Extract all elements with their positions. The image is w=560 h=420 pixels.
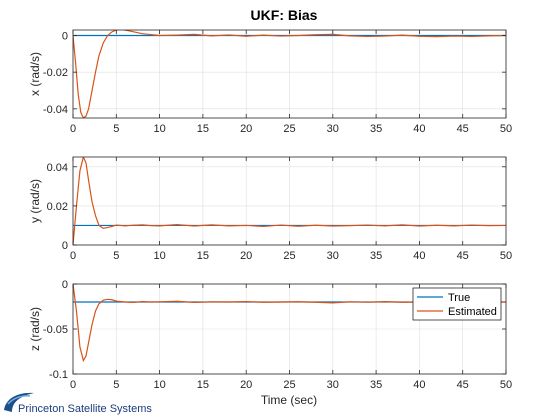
y-tick-label: 0.04: [47, 162, 68, 174]
legend-box: [412, 287, 502, 321]
legend: True Estimated: [412, 287, 502, 321]
series-line-estimated: [73, 157, 506, 245]
x-tick-label: 15: [197, 379, 209, 391]
x-tick-label: 40: [413, 379, 425, 391]
x-tick-label: 5: [113, 379, 119, 391]
y-tick-label: 0: [62, 279, 68, 291]
subplot-2: 0 5 10 15 20 25 30 35 40 45 50 0 0.02 0.04 y (rad/s): [28, 156, 512, 262]
y-axis-label: y (rad/s): [28, 179, 42, 223]
x-tick-label: 15: [197, 250, 209, 262]
x-tick-label: 50: [500, 379, 512, 391]
x-axis-label: Time (sec): [261, 393, 317, 407]
x-tick-label: 10: [153, 379, 165, 391]
x-tick-label: 45: [457, 379, 469, 391]
x-tick-label: 50: [500, 250, 512, 262]
logo-text: Princeton Satellite Systems: [18, 403, 152, 415]
logo-swoosh-accent-icon: [7, 395, 31, 405]
x-tick-label: 25: [283, 123, 295, 135]
x-tick-label: 25: [283, 379, 295, 391]
y-axis-label: z (rad/s): [28, 307, 42, 351]
subplot-3: 0 5 10 15 20 25 30 35 40 45 50 -0.1 -0.05 0 z (rad/s) T…: [28, 279, 512, 391]
x-tick-label: 35: [370, 379, 382, 391]
x-tick-label: 40: [413, 123, 425, 135]
x-tick-label: 45: [457, 250, 469, 262]
series-line-estimated: [73, 30, 506, 118]
x-tick-label: 45: [457, 123, 469, 135]
company-logo: Princeton Satellite Systems: [4, 392, 152, 415]
x-tick-label: 10: [153, 250, 165, 262]
subplot-1: 0 5 10 15 20 25 30 35 40 45 50 -0.04 -0.02 0 x (rad/s): [28, 29, 512, 135]
logo-swoosh-icon: [4, 392, 34, 412]
x-tick-label: 20: [240, 250, 252, 262]
series-line-estimated: [73, 284, 506, 363]
x-tick-label: 5: [113, 250, 119, 262]
x-tick-label: 10: [153, 123, 165, 135]
x-tick-label: 25: [283, 250, 295, 262]
y-tick-label: -0.05: [43, 324, 68, 336]
y-tick-label: 0: [62, 240, 68, 252]
y-tick-label: -0.02: [43, 67, 68, 79]
x-tick-label: 0: [70, 379, 76, 391]
x-tick-label: 0: [70, 123, 76, 135]
x-tick-label: 50: [500, 123, 512, 135]
y-tick-label: 0: [62, 31, 68, 43]
x-tick-label: 30: [327, 123, 339, 135]
figure-title: UKF: Bias: [251, 7, 318, 23]
x-tick-label: 5: [113, 123, 119, 135]
x-tick-label: 30: [327, 250, 339, 262]
y-tick-label: 0.02: [47, 201, 68, 213]
x-tick-label: 30: [327, 379, 339, 391]
legend-entry: True: [448, 292, 470, 304]
x-tick-label: 0: [70, 250, 76, 262]
x-tick-label: 20: [240, 379, 252, 391]
x-tick-label: 15: [197, 123, 209, 135]
x-tick-label: 20: [240, 123, 252, 135]
y-axis-label: x (rad/s): [28, 52, 42, 96]
x-tick-label: 35: [370, 123, 382, 135]
legend-entry: Estimated: [448, 306, 497, 318]
y-tick-label: -0.1: [49, 369, 68, 381]
y-tick-label: -0.04: [43, 104, 68, 116]
x-tick-label: 35: [370, 250, 382, 262]
x-tick-label: 40: [413, 250, 425, 262]
